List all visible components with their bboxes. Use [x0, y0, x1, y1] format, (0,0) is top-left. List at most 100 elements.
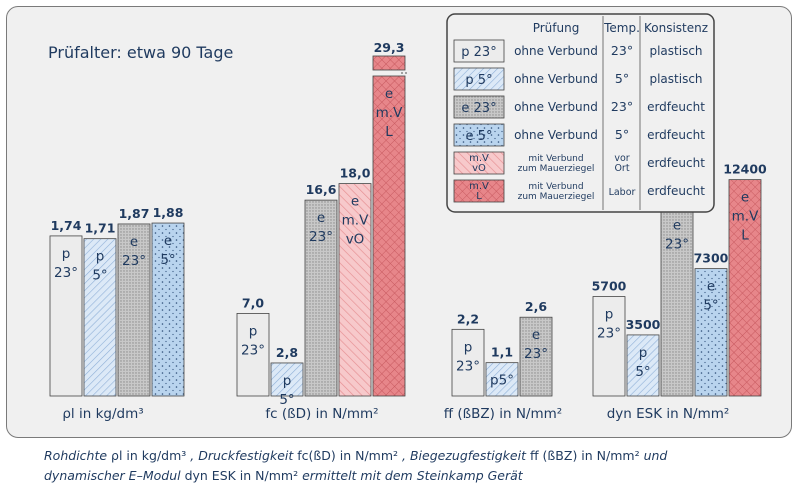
- bar-inner-label: vO: [346, 232, 365, 248]
- bar-inner-label: p: [464, 339, 473, 355]
- bar-inner-label: e: [673, 218, 681, 234]
- bar-value-label: 12400: [723, 162, 767, 177]
- legend-temp: 5°: [615, 127, 629, 142]
- bar-p: [592, 296, 626, 397]
- bar-inner-label: 23°: [597, 326, 621, 342]
- bar-value-label: 2,8: [276, 345, 298, 360]
- bar-inner-label: e: [164, 233, 172, 249]
- bar-inner-label: 23°: [241, 342, 265, 358]
- legend-konsistenz: erdfeucht: [647, 128, 705, 142]
- bar-inner-label: p5°: [490, 373, 514, 389]
- legend-pruefung: ohne Verbund: [514, 72, 598, 86]
- legend-swatch-p5: [453, 67, 505, 91]
- bar-value-label: 1,71: [85, 221, 116, 236]
- caption-text: ff (ßBZ) in N/mm²: [529, 448, 640, 463]
- chart-title: Prüfalter: etwa 90 Tage: [48, 43, 233, 62]
- legend-header-konsistenz: Konsistenz: [644, 21, 708, 35]
- bar-inner-label: e: [130, 234, 138, 250]
- legend-swatch-label: e 5°: [466, 129, 493, 144]
- caption-line-1: Rohdichte ρl in kg/dm³ , Druckfestigkeit…: [44, 446, 784, 466]
- caption-text: dynamischer E–Modul: [44, 468, 181, 483]
- bar-value-label: 2,2: [457, 311, 479, 326]
- bar-value-label: 1,74: [51, 218, 82, 233]
- bar-e5: [151, 222, 185, 397]
- legend-konsistenz: erdfeucht: [647, 100, 705, 114]
- bar-p: [451, 328, 485, 397]
- bar-value-label: 1,1: [491, 345, 513, 360]
- bar-value-label: 7300: [694, 251, 729, 266]
- caption-text: Rohdichte: [44, 448, 108, 463]
- caption-text: und: [643, 448, 668, 463]
- bar-inner-label: L: [741, 228, 749, 244]
- bar-p5: [83, 238, 117, 397]
- caption-text: , Biegezugfestigkeit: [402, 448, 526, 463]
- legend: Prüfung Temp. Konsistenz p 23° ohne Verbu…: [446, 13, 715, 213]
- legend-header-pruefung: Prüfung: [533, 21, 580, 35]
- legend-swatch-label: L: [476, 191, 482, 202]
- bar-e: [117, 223, 151, 397]
- bar-inner-label: 5°: [279, 392, 294, 408]
- group-axis-label: fc (ßD) in N/mm²: [265, 406, 378, 422]
- bar-p: [49, 235, 83, 397]
- legend-pruefung: ohne Verbund: [514, 44, 598, 58]
- legend-pruefung: mit Verbund: [528, 182, 583, 192]
- legend-swatch-label: p 5°: [465, 73, 492, 88]
- legend-box: [446, 13, 715, 213]
- legend-temp: 23°: [611, 43, 633, 58]
- bar-e5: [694, 268, 728, 397]
- legend-header-temp: Temp.: [603, 21, 640, 35]
- group-labels-layer: ρl in kg/dm³ fc (ßD) in N/mm² ff (ßBZ) in …: [62, 406, 729, 422]
- bar-value-label: 1,88: [153, 205, 184, 220]
- bar-inner-label: m.V: [342, 213, 369, 229]
- bar-value-label: 18,0: [340, 166, 371, 181]
- legend-swatch-e5: [453, 123, 505, 147]
- caption-text: ρl in kg/dm³: [111, 448, 187, 463]
- bar-l: [728, 179, 762, 397]
- bar-inner-label: 5°: [160, 252, 175, 268]
- bar-inner-label: e: [741, 190, 749, 206]
- caption-text: , Druckfestigkeit: [190, 448, 294, 463]
- legend-temp: vor: [614, 153, 629, 164]
- bar-value-label: 7,0: [242, 295, 264, 310]
- legend-swatch-label: m.V: [469, 181, 489, 192]
- bar-inner-label: e: [351, 194, 359, 210]
- legend-konsistenz: erdfeucht: [647, 156, 705, 170]
- legend-pruefung: zum Mauerziegel: [518, 164, 595, 174]
- bar-p5: [485, 362, 519, 397]
- legend-swatch-label: vO: [472, 163, 486, 174]
- bar-value-label: 1,87: [119, 206, 150, 221]
- bar-p5: [626, 334, 660, 397]
- legend-swatch-e: [453, 95, 505, 119]
- caption-text: ermittelt mit dem Steinkamp Gerät: [302, 468, 523, 483]
- bar-inner-label: p: [283, 373, 292, 389]
- bar-inner-label: 23°: [309, 229, 333, 245]
- bar-inner-label: 5°: [92, 268, 107, 284]
- caption-line-2: dynamischer E–Modul dyn ESK in N/mm² erm…: [44, 466, 784, 486]
- bar-inner-label: 23°: [122, 253, 146, 269]
- bar-inner-label: m.V: [732, 209, 759, 225]
- bar-inner-label: 5°: [635, 364, 650, 380]
- bar-value-label: 5700: [592, 279, 627, 294]
- legend-temp: 23°: [611, 99, 633, 114]
- bar-vo: [338, 183, 372, 397]
- legend-swatch-vo: [453, 151, 505, 175]
- bar-value-label: 2,6: [525, 299, 547, 314]
- legend-pruefung: zum Mauerziegel: [518, 192, 595, 202]
- bar-value-label: 29,3: [374, 40, 405, 55]
- caption: Rohdichte ρl in kg/dm³ , Druckfestigkeit…: [44, 446, 784, 486]
- bar-inner-label: p: [62, 246, 71, 262]
- bar-inner-label: p: [605, 307, 614, 323]
- bar-chart: Prüfalter: etwa 90 Tage 1,74p23°1,71p5°1…: [48, 13, 767, 422]
- legend-pruefung: ohne Verbund: [514, 100, 598, 114]
- caption-text: fc(ßD) in N/mm²: [297, 448, 399, 463]
- bar-l: [372, 75, 406, 397]
- legend-pruefung: ohne Verbund: [514, 128, 598, 142]
- group-axis-label: ρl in kg/dm³: [62, 406, 143, 422]
- bar-value-label: 16,6: [306, 182, 337, 197]
- legend-swatch-p: [453, 39, 505, 63]
- legend-temp: Labor: [609, 187, 636, 198]
- bar-inner-label: 23°: [665, 237, 689, 253]
- bar-break-segment: [372, 55, 406, 71]
- bar-inner-label: 5°: [703, 298, 718, 314]
